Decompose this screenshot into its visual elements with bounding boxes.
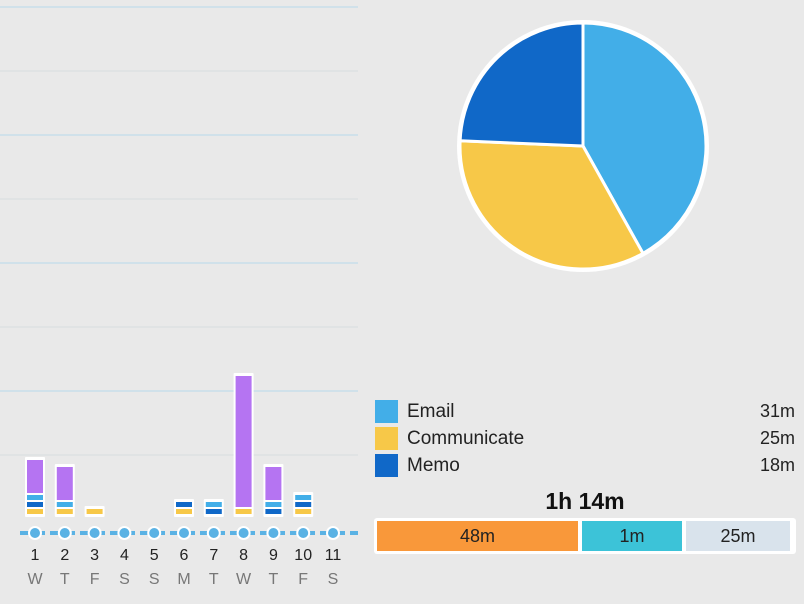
bar-segment [235, 376, 252, 507]
memo-swatch [375, 454, 398, 477]
legend-item-communicate[interactable]: Communicate 25m [375, 425, 795, 452]
bar-segment [265, 467, 282, 500]
day-marker[interactable] [57, 526, 72, 540]
weekday-label: T [209, 571, 219, 588]
bar-segment [27, 460, 43, 493]
email-swatch [375, 400, 398, 423]
weekday-label: W [27, 571, 43, 588]
weekday-label: F [298, 571, 308, 588]
day-number-label: 1 [31, 547, 40, 564]
bar-segment [56, 502, 73, 507]
total-time: 1h 14m [545, 488, 625, 514]
day-number-label: 6 [180, 547, 189, 564]
weekday-label: T [60, 571, 70, 588]
time-breakdown-bar: 48m 1m 25m [374, 518, 796, 554]
legend-item-memo[interactable]: Memo 18m [375, 452, 795, 479]
bar-segment [295, 502, 312, 507]
bar-segment [235, 509, 252, 514]
bar-segment [265, 502, 282, 507]
day-number-label: 2 [60, 547, 69, 564]
day-marker[interactable] [296, 526, 311, 540]
day-number-label: 7 [209, 547, 218, 564]
legend-label: Email [407, 400, 455, 422]
day-number-label: 11 [325, 547, 342, 564]
bar-segment [56, 467, 73, 500]
day-number-label: 10 [294, 547, 312, 564]
communicate-swatch [375, 427, 398, 450]
bar-segment [295, 509, 312, 514]
bar-segment [27, 495, 43, 500]
legend-value: 18m [759, 455, 795, 475]
bar-segment [295, 495, 312, 500]
bar-segment [265, 509, 282, 514]
bar-segment [86, 509, 103, 514]
legend-value: 31m [759, 401, 795, 421]
legend-label: Memo [407, 454, 460, 476]
day-marker[interactable] [117, 526, 132, 540]
day-marker[interactable] [266, 526, 281, 540]
day-number-label: 3 [90, 547, 99, 564]
day-bar-outline[interactable] [174, 499, 194, 517]
day-marker[interactable] [236, 526, 251, 540]
legend-value: 25m [759, 428, 795, 448]
breakdown-segment[interactable]: 25m [686, 521, 790, 551]
day-bar-outline[interactable] [203, 499, 224, 517]
bar-segment [27, 509, 43, 514]
legend-item-email[interactable]: Email 31m [375, 398, 795, 425]
weekday-label: W [236, 571, 252, 588]
day-number-label: 9 [269, 547, 278, 564]
day-marker[interactable] [87, 526, 102, 540]
weekday-label: S [119, 571, 130, 588]
category-pie-chart [457, 20, 709, 272]
pie-slice[interactable] [458, 139, 645, 271]
day-marker[interactable] [206, 526, 221, 540]
bar-segment [27, 502, 43, 507]
weekday-label: S [328, 571, 339, 588]
bar-segment [205, 502, 222, 507]
pie-slice[interactable] [581, 21, 708, 255]
day-marker[interactable] [28, 526, 42, 540]
weekday-label: S [149, 571, 160, 588]
day-marker[interactable] [177, 526, 191, 540]
day-marker[interactable] [326, 526, 340, 540]
day-number-label: 8 [239, 547, 248, 564]
weekday-label: M [177, 571, 190, 588]
weekday-label: T [269, 571, 279, 588]
bar-segment [56, 509, 73, 514]
day-number-label: 4 [120, 547, 129, 564]
pie-slice[interactable] [458, 21, 585, 148]
bar-segment [205, 509, 222, 514]
category-legend: Email 31m Communicate 25m Memo 18m [375, 398, 795, 479]
bar-segment [176, 509, 192, 514]
weekday-label: F [90, 571, 100, 588]
day-marker[interactable] [147, 526, 162, 540]
day-number-label: 5 [150, 547, 159, 564]
breakdown-segment[interactable]: 48m [377, 521, 578, 551]
bar-segment [176, 502, 192, 507]
breakdown-segment[interactable]: 1m [582, 521, 682, 551]
legend-label: Communicate [407, 427, 525, 449]
